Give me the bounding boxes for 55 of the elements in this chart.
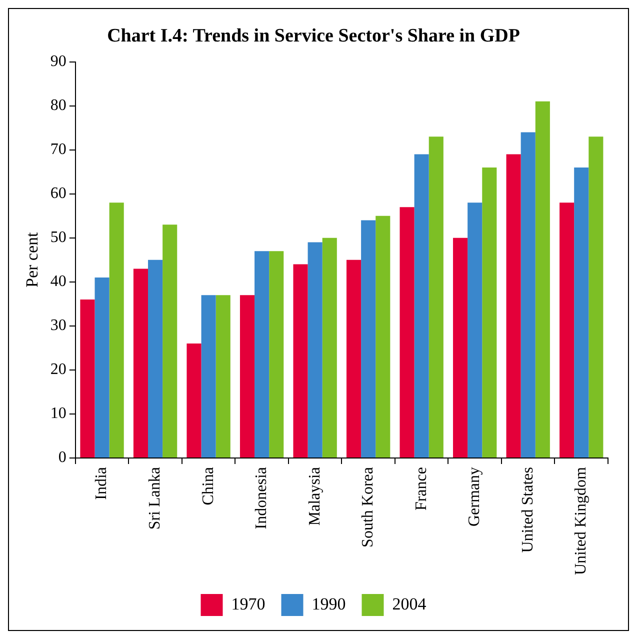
bar [535, 101, 550, 458]
bar [588, 136, 604, 458]
bar [109, 202, 124, 458]
legend-label: 1970 [231, 594, 266, 614]
bar [240, 295, 255, 458]
bar [520, 132, 536, 458]
bar [574, 167, 589, 458]
bar [376, 216, 390, 458]
y-tick-label: 80 [50, 97, 66, 114]
y-tick-label: 40 [50, 273, 66, 290]
bar [482, 167, 497, 458]
bar [94, 278, 110, 458]
y-tick-label: 50 [50, 229, 66, 246]
bar [133, 268, 148, 458]
x-tick-label: United Kingdom [572, 466, 590, 576]
bar [269, 251, 284, 458]
y-tick-label: 70 [50, 141, 66, 158]
bar [506, 154, 521, 458]
bar [308, 242, 322, 458]
bar [361, 220, 376, 458]
bar [216, 295, 230, 458]
x-tick-label: United States [519, 467, 536, 553]
bar [453, 238, 468, 458]
bar [293, 264, 308, 458]
x-tick-label: Indonesia [253, 467, 270, 530]
bar [346, 260, 362, 458]
bar [560, 202, 574, 458]
x-tick-label: Germany [466, 467, 484, 527]
x-tick-label: France [412, 467, 430, 511]
bar [201, 295, 216, 458]
x-tick-label: South Korea [360, 467, 377, 548]
y-tick-label: 60 [50, 185, 66, 202]
legend-label: 1990 [312, 594, 346, 614]
y-tick-label: 20 [50, 361, 66, 378]
y-tick-label: 90 [50, 53, 66, 70]
bar [322, 238, 337, 458]
y-axis-title: Per cent [22, 232, 42, 288]
bar [80, 300, 95, 458]
bar [400, 207, 414, 458]
bar [414, 154, 429, 458]
y-tick-label: 30 [50, 317, 66, 334]
y-tick-label: 10 [50, 405, 66, 422]
bar [254, 251, 270, 458]
chart-title: Chart I.4: Trends in Service Sector's Share in GDP [107, 25, 520, 46]
y-tick-label: 0 [58, 449, 66, 466]
bar [148, 260, 163, 458]
x-tick-label: Sri Lanka [146, 467, 164, 530]
x-tick-label: Malaysia [306, 467, 324, 526]
legend-label: 2004 [392, 594, 427, 614]
bar [428, 136, 444, 458]
x-tick-label: China [200, 467, 217, 506]
bar [162, 224, 178, 458]
x-tick-label: India [93, 467, 110, 500]
bar [468, 202, 482, 458]
bar [186, 344, 202, 458]
